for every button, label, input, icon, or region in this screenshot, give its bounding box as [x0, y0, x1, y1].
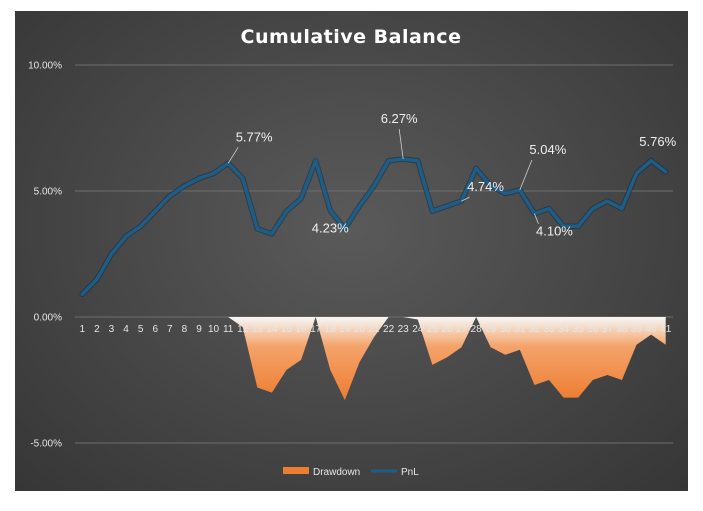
x-tick-label: 19 [339, 324, 351, 335]
legend-label: PnL [401, 467, 419, 478]
chart-area: Cumulative Balance -5.00% 0.00% 5.00% 10.00… [15, 11, 688, 491]
x-tick-label: 7 [167, 324, 173, 335]
data-label: 6.27% [381, 111, 418, 126]
x-tick-label: 37 [602, 324, 614, 335]
x-tick-label: 8 [182, 324, 188, 335]
x-tick-label: 28 [471, 324, 483, 335]
x-tick-label: 25 [427, 324, 439, 335]
data-label: 4.10% [536, 224, 573, 239]
x-tick-label: 40 [646, 324, 658, 335]
legend-label: Drawdown [313, 467, 360, 478]
data-label: 5.04% [529, 142, 566, 157]
x-tick-label: 33 [543, 324, 555, 335]
x-tick-label: 41 [660, 324, 672, 335]
y-tick-label: 0.00% [34, 313, 62, 324]
x-tick-label: 27 [456, 324, 468, 335]
x-tick-label: 31 [514, 324, 526, 335]
x-tick-label: 35 [573, 324, 585, 335]
data-label-leader [227, 147, 239, 164]
x-tick-label: 4 [123, 324, 129, 335]
x-tick-label: 14 [266, 324, 278, 335]
x-tick-label: 30 [500, 324, 512, 335]
pnl-line [80, 157, 668, 297]
data-label-leader [534, 213, 539, 224]
x-tick-label: 16 [296, 324, 308, 335]
x-tick-label: 26 [441, 324, 453, 335]
data-label-leader [519, 159, 533, 191]
pnl-line-layer [79, 156, 669, 298]
x-tick-label: 3 [109, 324, 115, 335]
drawdown-area [82, 317, 666, 401]
y-tick-label: 5.00% [34, 187, 62, 198]
x-tick-label: 36 [587, 324, 599, 335]
x-tick-label: 1 [80, 324, 86, 335]
x-tick-label: 32 [529, 324, 541, 335]
data-label-leader [461, 196, 470, 202]
data-label: 5.77% [236, 129, 273, 144]
x-tick-label: 18 [325, 324, 337, 335]
x-tick-label: 21 [368, 324, 380, 335]
x-tick-label: 13 [252, 324, 264, 335]
x-tick-label: 29 [485, 324, 497, 335]
chart-title: Cumulative Balance [241, 26, 462, 48]
x-tick-label: 24 [412, 324, 424, 335]
x-tick-label: 12 [237, 324, 249, 335]
data-label-leader [398, 128, 404, 160]
x-tick-label: 5 [138, 324, 144, 335]
x-tick-label: 11 [223, 324, 234, 335]
x-tick-label: 15 [281, 324, 293, 335]
drawdown-area-layer [82, 317, 666, 401]
legend-swatch-drawdown [283, 467, 309, 474]
data-label: 4.23% [312, 220, 349, 235]
x-tick-label: 2 [94, 324, 100, 335]
x-axis-ticks: 1 2 3 4 5 6 7 8 9 10 11 12 13 14 15 16 17 18 19 20 21 22 23 24 2… [80, 324, 672, 335]
data-label: 5.76% [639, 134, 676, 149]
x-tick-label: 23 [398, 324, 410, 335]
x-tick-label: 9 [196, 324, 202, 335]
cumulative-balance-chart: Cumulative Balance -5.00% 0.00% 5.00% 10.00… [28, 26, 677, 478]
data-labels: 5.77% 4.23% 6.27% 4.74% 5.04% 4.10% 5.76% [227, 111, 677, 239]
x-tick-label: 39 [631, 324, 643, 335]
y-tick-label: 10.00% [28, 61, 62, 72]
x-tick-label: 10 [208, 324, 220, 335]
legend: Drawdown PnL [283, 467, 419, 478]
x-tick-label: 38 [616, 324, 628, 335]
y-axis-ticks: -5.00% 0.00% 5.00% 10.00% [28, 61, 62, 450]
x-tick-label: 20 [354, 324, 366, 335]
x-tick-label: 17 [310, 324, 322, 335]
data-label: 4.74% [467, 179, 504, 194]
x-tick-label: 34 [558, 324, 570, 335]
x-tick-label: 22 [383, 324, 395, 335]
x-tick-label: 6 [152, 324, 158, 335]
y-tick-label: -5.00% [30, 439, 62, 450]
